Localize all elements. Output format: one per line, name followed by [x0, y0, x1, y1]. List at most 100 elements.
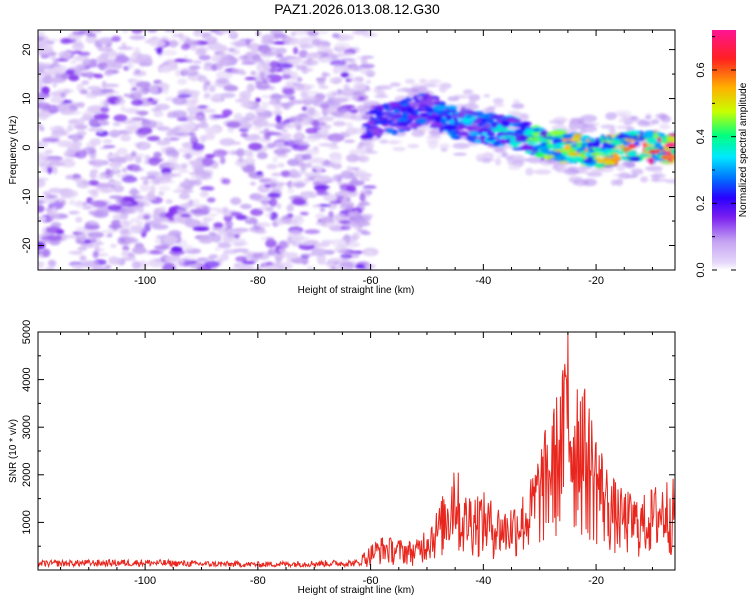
noise-blob: [270, 60, 277, 69]
noise-blob: [160, 49, 178, 56]
signal-blob: [564, 144, 570, 151]
noise-blob: [92, 209, 109, 218]
noise-blob: [179, 122, 197, 131]
noise-blob: [279, 248, 287, 254]
noise-blob: [341, 58, 355, 62]
noise-blob: [239, 122, 253, 129]
noise-blob: [285, 122, 297, 129]
signal-blob: [443, 124, 457, 131]
signal-blob: [545, 142, 555, 150]
signal-blob: [432, 105, 447, 111]
noise-blob: [321, 58, 332, 63]
signal-halo: [659, 123, 670, 130]
signal-blob: [369, 109, 379, 115]
signal-blob: [421, 113, 430, 117]
signal-blob: [424, 105, 432, 112]
noise-blob: [148, 156, 161, 166]
noise-blob: [97, 127, 104, 133]
noise-blob: [70, 60, 77, 65]
noise-blob: [198, 234, 214, 244]
noise-blob: [365, 80, 372, 84]
noise-blob: [330, 239, 347, 246]
noise-blob: [260, 101, 269, 109]
noise-blob: [294, 131, 303, 140]
signal-halo: [630, 168, 644, 175]
signal-blob: [463, 117, 477, 121]
noise-blob: [204, 126, 221, 134]
signal-blob: [367, 120, 375, 126]
noise-blob: [84, 239, 92, 244]
signal-halo: [508, 164, 521, 171]
x-tick-label: -20: [588, 575, 604, 587]
signal-blob: [474, 139, 482, 144]
noise-blob: [345, 127, 358, 135]
noise-blob: [123, 93, 129, 97]
noise-blob: [227, 47, 236, 53]
noise-blob: [118, 207, 134, 215]
noise-blob: [193, 163, 204, 171]
noise-blob: [165, 149, 180, 158]
signal-halo: [428, 129, 442, 137]
noise-blob: [317, 124, 332, 129]
noise-blob: [186, 217, 194, 224]
noise-blob: [325, 93, 331, 98]
noise-blob: [204, 260, 220, 268]
noise-blob: [244, 76, 258, 81]
noise-blob: [113, 169, 119, 173]
snr-frame: [37, 331, 676, 571]
signal-blob: [533, 145, 539, 153]
colorbar-gradient: [712, 30, 736, 270]
noise-blob: [189, 134, 198, 142]
noise-blob: [75, 177, 85, 183]
noise-blob: [219, 92, 236, 99]
noise-blob: [313, 243, 331, 247]
noise-blob: [304, 229, 321, 235]
noise-blob: [359, 192, 366, 202]
noise-blob: [121, 256, 136, 262]
noise-blob: [294, 37, 310, 45]
noise-blob: [346, 154, 360, 163]
noise-blob: [301, 106, 308, 112]
noise-blob: [239, 71, 247, 76]
noise-blob: [133, 91, 143, 99]
noise-blob: [300, 253, 316, 257]
noise-blob: [115, 196, 124, 205]
noise-blob: [116, 52, 126, 60]
noise-blob: [281, 129, 288, 133]
noise-blob: [240, 203, 252, 210]
noise-blob: [92, 161, 103, 168]
signal-blob: [497, 119, 503, 124]
noise-blob: [143, 223, 151, 232]
noise-blob: [256, 266, 262, 270]
noise-blob: [38, 204, 45, 213]
signal-blob: [613, 139, 619, 146]
noise-blob: [339, 34, 354, 41]
noise-blob: [301, 153, 312, 161]
noise-blob: [299, 44, 315, 49]
noise-blob: [71, 264, 86, 269]
noise-blob: [307, 134, 325, 139]
noise-blob: [222, 109, 233, 116]
noise-blob: [151, 224, 169, 230]
noise-blob: [340, 253, 353, 260]
noise-blob: [146, 171, 161, 177]
noise-blob: [345, 122, 353, 128]
signal-blob: [592, 143, 600, 148]
noise-blob: [183, 244, 194, 252]
noise-blob: [266, 237, 275, 241]
signal-halo: [511, 103, 525, 109]
signal-blob: [643, 131, 654, 138]
signal-halo: [418, 84, 428, 93]
noise-blob: [198, 54, 211, 61]
noise-blob: [87, 189, 99, 195]
signal-halo: [639, 119, 646, 124]
signal-blob: [369, 117, 381, 121]
noise-blob: [81, 80, 90, 85]
signal-blob: [412, 109, 421, 112]
noise-blob: [329, 59, 347, 67]
noise-blob: [38, 200, 45, 204]
noise-blob: [306, 265, 314, 270]
noise-blob: [317, 81, 326, 85]
noise-blob: [134, 68, 141, 75]
